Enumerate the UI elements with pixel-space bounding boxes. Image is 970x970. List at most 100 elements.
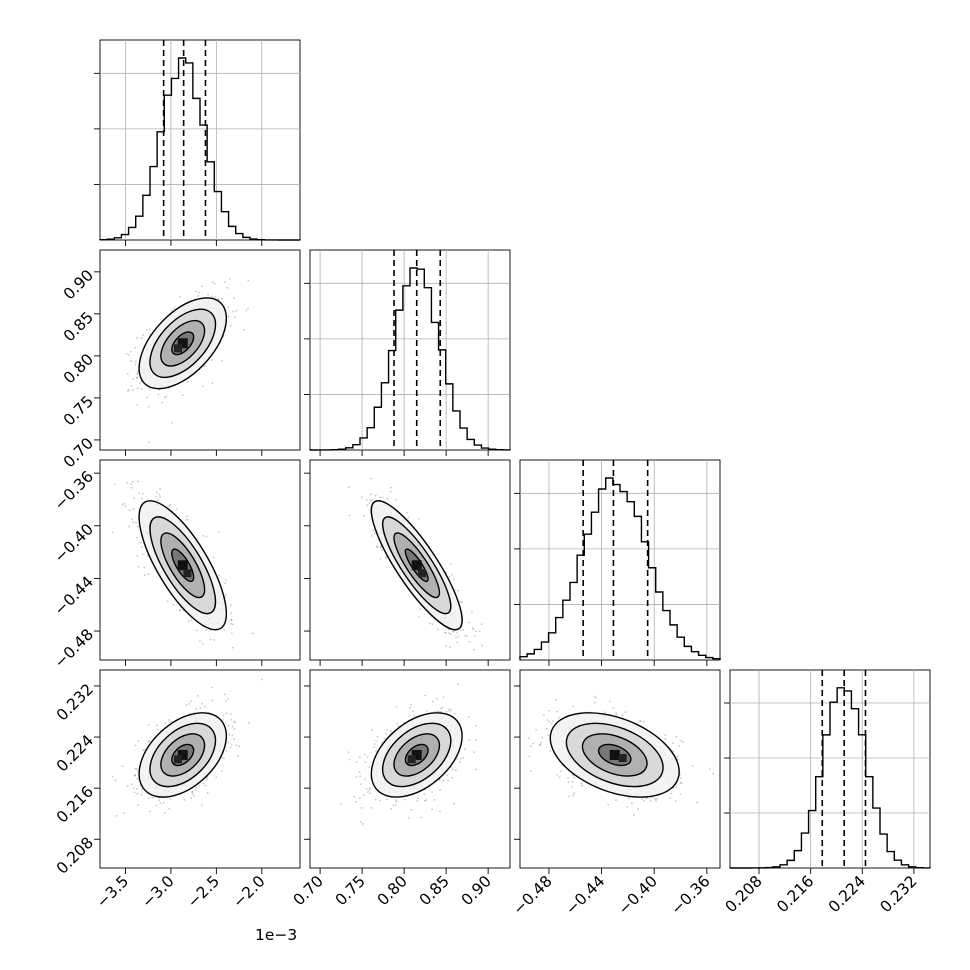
sample-point: [384, 556, 387, 559]
panel-4-3: [514, 669, 721, 874]
sample-point: [227, 306, 230, 309]
sample-point: [202, 534, 205, 537]
sample-point: [355, 776, 358, 778]
sample-point: [140, 337, 143, 340]
sample-point: [664, 734, 667, 736]
sample-point: [631, 802, 633, 805]
sample-point: [233, 297, 235, 300]
sample-point: [419, 608, 422, 611]
sample-point: [386, 798, 388, 801]
sample-point: [161, 401, 164, 404]
sample-point: [359, 775, 361, 778]
panel-2-1: [94, 249, 301, 456]
sample-point: [190, 797, 192, 800]
sample-point: [134, 774, 136, 777]
sample-point: [615, 714, 618, 716]
sample-point: [664, 738, 666, 740]
sample-point: [186, 515, 188, 518]
sample-point: [368, 789, 371, 792]
sample-point: [456, 641, 458, 644]
sample-point: [451, 573, 453, 576]
sample-point: [471, 627, 474, 629]
sample-point: [567, 781, 570, 783]
sample-point: [712, 772, 714, 775]
sample-point: [637, 808, 640, 811]
sample-point: [364, 753, 366, 756]
sample-point: [211, 281, 214, 283]
sample-point: [539, 743, 542, 746]
sample-point: [148, 797, 150, 800]
sample-point: [136, 376, 138, 379]
sample-point: [179, 608, 182, 611]
sample-point: [178, 609, 181, 612]
sample-point: [134, 346, 137, 349]
x-tick-label: 0.232: [877, 872, 921, 916]
sample-point: [376, 735, 379, 738]
sample-point: [214, 296, 217, 299]
sample-point: [134, 767, 137, 770]
sample-point: [247, 721, 250, 724]
sample-point: [678, 744, 681, 747]
sample-point: [136, 804, 139, 806]
sample-point: [188, 703, 190, 705]
sample-point: [242, 328, 245, 331]
sample-point: [130, 483, 133, 486]
sample-point: [448, 576, 451, 578]
density-core: [177, 560, 188, 571]
sample-point: [450, 708, 453, 711]
sample-point: [364, 761, 367, 764]
sample-point: [129, 350, 132, 353]
sample-point: [347, 751, 350, 754]
sample-point: [572, 705, 575, 708]
sample-point: [447, 779, 450, 782]
sample-point: [639, 720, 642, 722]
sample-point: [675, 735, 678, 738]
sample-point: [538, 744, 541, 746]
sample-point: [459, 600, 462, 603]
sample-point: [194, 789, 197, 791]
x-tick-label: −0.36: [667, 872, 713, 918]
sample-point: [355, 761, 358, 764]
sample-point: [441, 706, 444, 709]
sample-point: [439, 789, 442, 791]
sample-point: [449, 633, 452, 635]
sample-point: [211, 295, 213, 298]
sample-point: [230, 619, 233, 621]
sample-point: [679, 782, 682, 784]
sample-point: [474, 768, 477, 771]
sample-point: [221, 359, 224, 362]
x-tick-label: 0.216: [773, 872, 817, 916]
sample-point: [359, 797, 361, 800]
sample-point: [115, 814, 118, 817]
sample-point: [366, 791, 369, 793]
sample-point: [251, 632, 254, 635]
sample-point: [670, 792, 673, 795]
sample-point: [376, 546, 379, 549]
sample-point: [453, 802, 456, 805]
sample-point: [649, 799, 652, 802]
sample-point: [449, 563, 452, 566]
sample-point: [370, 535, 373, 537]
sample-point: [138, 492, 141, 494]
sample-point: [442, 696, 445, 699]
sample-point: [379, 557, 382, 560]
sample-point: [381, 496, 384, 499]
sample-point: [207, 293, 210, 296]
sample-point: [221, 297, 223, 300]
sample-point: [370, 493, 372, 496]
sample-point: [175, 508, 178, 511]
sample-point: [641, 798, 643, 800]
sample-point: [431, 808, 433, 811]
sample-point: [453, 712, 456, 715]
sample-point: [354, 800, 357, 803]
sample-point: [185, 519, 188, 521]
sample-point: [145, 329, 148, 332]
sample-point: [451, 777, 453, 779]
sample-point: [672, 742, 674, 745]
sample-point: [224, 281, 226, 284]
sample-point: [567, 777, 569, 779]
sample-point: [417, 517, 420, 520]
sample-point: [132, 521, 135, 524]
sample-point: [143, 748, 146, 751]
